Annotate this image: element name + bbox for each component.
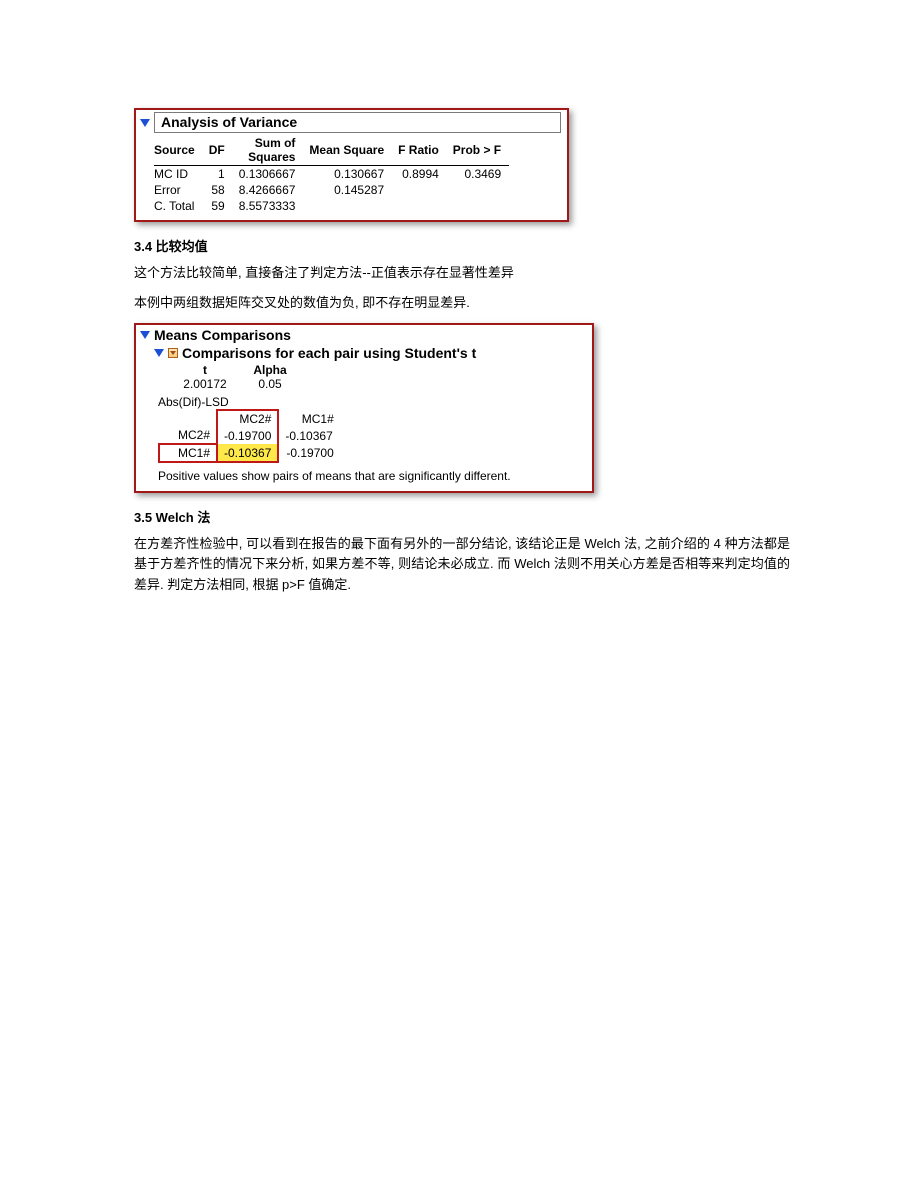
anova-table: Source DF Sum ofSquares Mean Square F Ra… [154, 135, 509, 214]
section-3-4-heading: 3.4 比较均值 [134, 236, 790, 255]
lsd-matrix: MC2# MC1# MC2# -0.19700 -0.10367 MC1# -0… [158, 409, 586, 463]
means-header[interactable]: Means Comparisons [140, 327, 586, 343]
t-label: t [170, 363, 240, 377]
lsd-label: Abs(Dif)-LSD [158, 395, 586, 409]
means-title: Means Comparisons [154, 327, 291, 343]
t-value: 2.00172 [170, 377, 240, 391]
table-row: C. Total 59 8.5573333 [154, 198, 509, 214]
anova-col-p: Prob > F [447, 135, 509, 166]
anova-col-ss: Sum ofSquares [233, 135, 304, 166]
alpha-label: Alpha [240, 363, 300, 377]
disclose-icon[interactable] [140, 119, 150, 127]
matrix-col-1: MC2# [217, 410, 278, 427]
matrix-cell-2-2: -0.19700 [278, 444, 339, 462]
t-alpha-block: t Alpha 2.00172 0.05 [170, 363, 586, 391]
section-3-4-p1: 这个方法比较简单, 直接备注了判定方法--正值表示存在显著性差异 [134, 263, 790, 283]
anova-panel: Analysis of Variance Source DF Sum ofSqu… [134, 108, 569, 222]
section-3-5-heading: 3.5 Welch 法 [134, 507, 790, 526]
alpha-value: 0.05 [240, 377, 300, 391]
matrix-row-1-label: MC2# [159, 427, 217, 444]
anova-col-f: F Ratio [392, 135, 447, 166]
matrix-row-2-label: MC1# [159, 444, 217, 462]
table-row: Error 58 8.4266667 0.145287 [154, 182, 509, 198]
anova-title: Analysis of Variance [154, 112, 561, 133]
matrix-cell-1-1: -0.19700 [217, 427, 278, 444]
matrix-col-2: MC1# [278, 410, 339, 427]
table-row: MC ID 1 0.1306667 0.130667 0.8994 0.3469 [154, 166, 509, 183]
means-footnote: Positive values show pairs of means that… [158, 469, 586, 483]
matrix-cell-1-2: -0.10367 [278, 427, 339, 444]
disclose-icon[interactable] [140, 331, 150, 339]
disclose-icon[interactable] [154, 349, 164, 357]
anova-col-source: Source [154, 135, 203, 166]
section-3-4-p2: 本例中两组数据矩阵交叉处的数值为负, 即不存在明显差异. [134, 293, 790, 313]
hotspot-icon[interactable] [168, 348, 178, 358]
means-subtitle: Comparisons for each pair using Student'… [182, 345, 476, 361]
section-3-5-p1: 在方差齐性检验中, 可以看到在报告的最下面有另外的一部分结论, 该结论正是 We… [134, 534, 790, 594]
matrix-cell-2-1: -0.10367 [217, 444, 278, 462]
means-panel: Means Comparisons Comparisons for each p… [134, 323, 594, 493]
anova-col-ms: Mean Square [303, 135, 392, 166]
means-sub-header[interactable]: Comparisons for each pair using Student'… [154, 345, 586, 361]
anova-col-df: DF [203, 135, 233, 166]
anova-header[interactable]: Analysis of Variance [140, 112, 561, 133]
